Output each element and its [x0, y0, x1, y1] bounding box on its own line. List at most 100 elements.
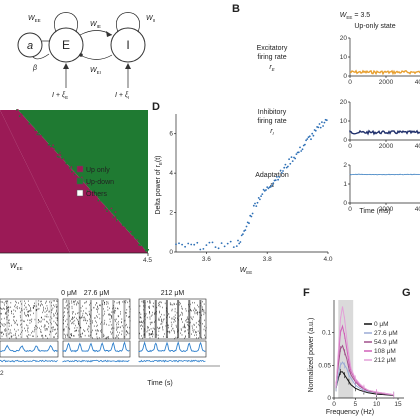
e-spike — [126, 331, 128, 333]
e-spike — [46, 329, 48, 331]
e-spike — [205, 329, 206, 332]
panel-f-letter: F — [303, 287, 310, 299]
e-spike — [101, 321, 102, 324]
e-spike — [36, 309, 37, 312]
e-spike — [14, 322, 16, 325]
e-spike — [0, 307, 1, 309]
e-spike — [81, 316, 83, 318]
e-spike — [110, 331, 111, 333]
e-spike — [113, 337, 115, 339]
e-spike — [70, 333, 71, 336]
e-spike — [20, 300, 21, 303]
e-burst-column — [49, 300, 52, 338]
e-spike — [40, 317, 42, 319]
e-spike — [46, 321, 48, 323]
e-spike — [149, 333, 150, 335]
e-spike — [181, 329, 182, 331]
e-spike — [27, 314, 29, 316]
e-spike — [13, 320, 15, 323]
e-spike — [124, 319, 126, 322]
e-spike — [32, 330, 33, 333]
e-spike — [42, 318, 44, 321]
e-spike — [63, 333, 65, 336]
e-spike — [85, 312, 87, 315]
e-spike — [3, 307, 4, 310]
e-spike — [197, 313, 198, 316]
e-spike — [104, 319, 106, 322]
region-up-only — [0, 110, 148, 253]
d-point — [297, 151, 300, 154]
e-spike — [82, 305, 83, 307]
e-spike — [174, 320, 176, 322]
e-burst-column — [20, 300, 23, 338]
e-spike — [158, 302, 159, 305]
e-spike — [151, 314, 153, 316]
boundary-pixel — [123, 220, 125, 222]
e-spike — [55, 322, 56, 324]
e-spike — [120, 313, 121, 315]
boundary-pixel — [36, 133, 39, 136]
e-spike — [103, 323, 105, 326]
e-burst-column — [165, 300, 168, 338]
e-spike — [102, 314, 104, 317]
e-spike — [104, 313, 105, 315]
e-spike — [107, 309, 109, 311]
e-spike — [116, 328, 118, 330]
e-spike — [6, 306, 7, 308]
boundary-pixel — [39, 131, 41, 133]
e-spike — [169, 316, 170, 318]
e-spike — [22, 329, 23, 332]
e-spike — [106, 301, 107, 303]
e-spike — [184, 326, 185, 329]
c-legend-swatch — [76, 165, 84, 173]
e-condition-label: 0 μM — [61, 290, 77, 297]
e-spike — [19, 307, 20, 309]
e-spike — [49, 330, 51, 333]
e-spike — [4, 330, 6, 333]
d-point — [321, 121, 323, 123]
e-spike — [83, 319, 84, 322]
panel-d-letter: D — [152, 101, 160, 113]
e-spike — [96, 308, 97, 310]
e-spike — [46, 327, 47, 330]
d-point — [269, 185, 272, 188]
b-xlabel: Time (ms) — [359, 208, 390, 215]
e-spike — [18, 302, 19, 304]
e-spike — [125, 324, 126, 327]
e-spike — [83, 310, 84, 312]
e-spike — [41, 303, 42, 305]
e-spike — [119, 303, 120, 305]
w-ie-label: W — [90, 21, 98, 28]
e-spike — [146, 330, 148, 333]
e-spike — [149, 305, 150, 308]
e-spike — [141, 335, 142, 337]
e-spike — [118, 326, 119, 329]
e-spike — [31, 332, 32, 334]
boundary-pixel — [49, 145, 52, 148]
e-spike — [33, 330, 35, 333]
e-spike — [51, 327, 52, 329]
e-spike — [195, 331, 197, 334]
e-spike — [116, 322, 118, 324]
d-point — [254, 202, 256, 205]
e-spike — [88, 335, 90, 338]
e-spike — [139, 316, 141, 319]
e-spike — [181, 317, 182, 320]
e-spike — [187, 318, 188, 320]
e-spike — [30, 307, 31, 309]
d-point — [279, 169, 282, 172]
e-spike — [195, 322, 197, 324]
ei-inhibitory-end — [79, 53, 83, 57]
e-spike — [33, 307, 34, 309]
e-spike — [20, 319, 22, 322]
e-spike — [192, 318, 193, 321]
e-spike — [74, 319, 76, 322]
e-spike — [48, 311, 50, 313]
e-condition-label: 27.6 μM — [84, 290, 110, 297]
e-spike — [15, 304, 16, 306]
e-spike — [158, 310, 160, 313]
d-point — [288, 158, 290, 161]
e-spike — [41, 325, 42, 328]
e-spike — [33, 312, 34, 315]
e-burst-column — [143, 300, 146, 338]
